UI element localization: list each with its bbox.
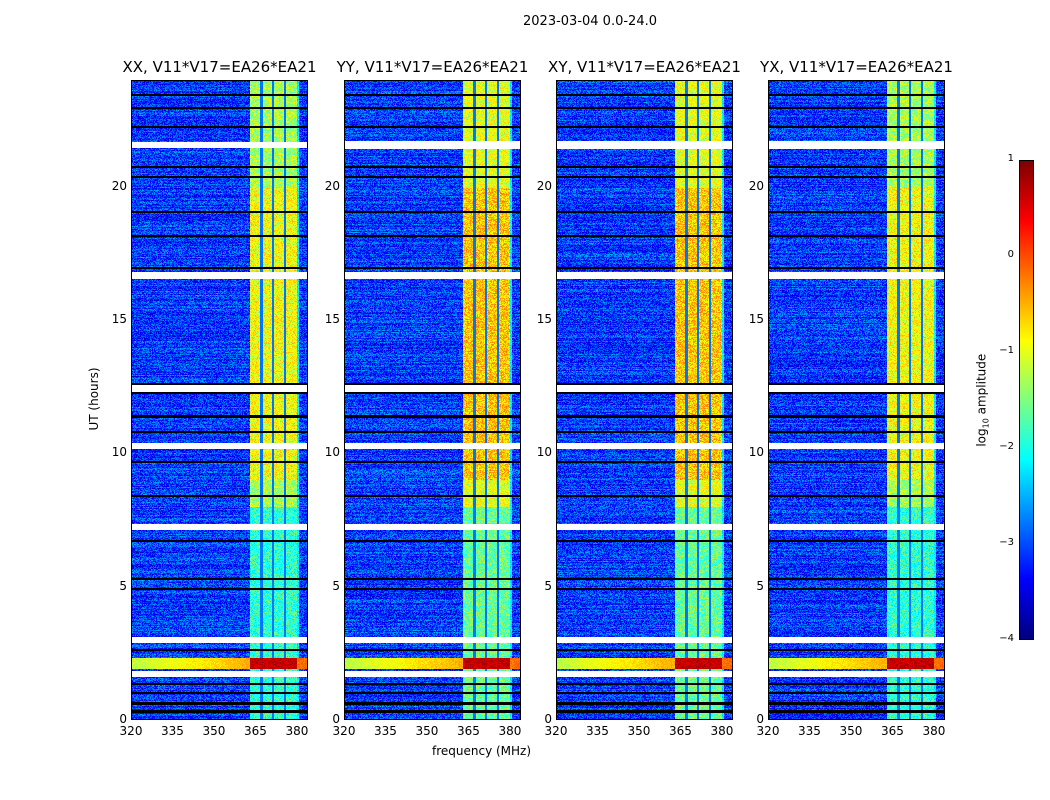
colorbar-tick-label: 1 <box>1007 153 1014 164</box>
x-tick-label: 350 <box>839 724 863 738</box>
x-tick-label: 320 <box>544 724 568 738</box>
x-tick-label: 320 <box>119 724 143 738</box>
x-axis-label: frequency (MHz) <box>432 744 532 758</box>
x-tick-label: 335 <box>798 724 821 738</box>
figure-title: 2023-03-04 0.0-24.0 <box>523 14 657 29</box>
x-tick-label: 365 <box>244 724 267 738</box>
y-tick-label: 0 <box>756 712 764 726</box>
colorbar-tick-label: −3 <box>999 537 1014 548</box>
spectrogram-panel <box>344 80 521 720</box>
panel-title: XY, V11*V17=EA26*EA21 <box>548 58 741 76</box>
x-tick-label: 335 <box>374 724 397 738</box>
colorbar-tick-label: −1 <box>999 345 1014 356</box>
y-tick-label: 10 <box>111 445 127 460</box>
y-tick-label: 0 <box>119 712 127 726</box>
colorbar <box>1019 160 1034 640</box>
y-tick-label: 5 <box>332 578 340 593</box>
y-tick-label: 20 <box>536 178 552 193</box>
spectrogram-panel <box>556 80 733 720</box>
spectrogram-heatmap <box>345 81 520 719</box>
colorbar-tick-label: 0 <box>1007 249 1014 260</box>
x-tick-label: 350 <box>202 724 226 738</box>
panel-title: YX, V11*V17=EA26*EA21 <box>760 58 953 76</box>
y-axis-label: UT (hours) <box>87 367 101 431</box>
spectrogram-panel <box>768 80 945 720</box>
x-tick-label: 335 <box>586 724 609 738</box>
colorbar-gradient <box>1020 161 1033 639</box>
x-tick-label: 350 <box>627 724 651 738</box>
y-tick-label: 10 <box>748 445 764 460</box>
y-tick-label: 15 <box>748 312 764 326</box>
spectrogram-heatmap <box>557 81 732 719</box>
x-tick-label: 365 <box>881 724 904 738</box>
x-tick-label: 380 <box>922 724 946 738</box>
y-tick-label: 15 <box>536 312 552 326</box>
panel-title: YY, V11*V17=EA26*EA21 <box>336 58 529 76</box>
x-tick-label: 380 <box>710 724 734 738</box>
panel-title: XX, V11*V17=EA26*EA21 <box>122 58 317 76</box>
x-tick-label: 320 <box>332 724 356 738</box>
y-tick-label: 5 <box>756 578 764 593</box>
spectrogram-heatmap <box>132 81 307 719</box>
y-tick-label: 15 <box>111 312 127 326</box>
y-tick-label: 20 <box>324 178 340 193</box>
y-tick-label: 0 <box>332 712 340 726</box>
y-tick-label: 5 <box>544 578 552 593</box>
colorbar-tick-label: −2 <box>999 441 1014 452</box>
x-tick-label: 365 <box>457 724 480 738</box>
y-tick-label: 0 <box>544 712 552 726</box>
y-tick-label: 20 <box>111 178 127 193</box>
spectrogram-heatmap <box>769 81 944 719</box>
x-tick-label: 350 <box>415 724 439 738</box>
y-tick-label: 15 <box>324 312 340 326</box>
y-tick-label: 10 <box>536 445 552 460</box>
colorbar-label: log10 amplitude <box>974 353 991 447</box>
spectrogram-panel <box>131 80 308 720</box>
x-tick-label: 320 <box>756 724 780 738</box>
y-tick-label: 20 <box>748 178 764 193</box>
colorbar-tick-label: −4 <box>999 633 1014 644</box>
x-tick-label: 380 <box>498 724 522 738</box>
x-tick-label: 365 <box>669 724 692 738</box>
x-tick-label: 335 <box>161 724 184 738</box>
y-tick-label: 5 <box>119 578 127 593</box>
x-tick-label: 380 <box>285 724 309 738</box>
y-tick-label: 10 <box>324 445 340 460</box>
